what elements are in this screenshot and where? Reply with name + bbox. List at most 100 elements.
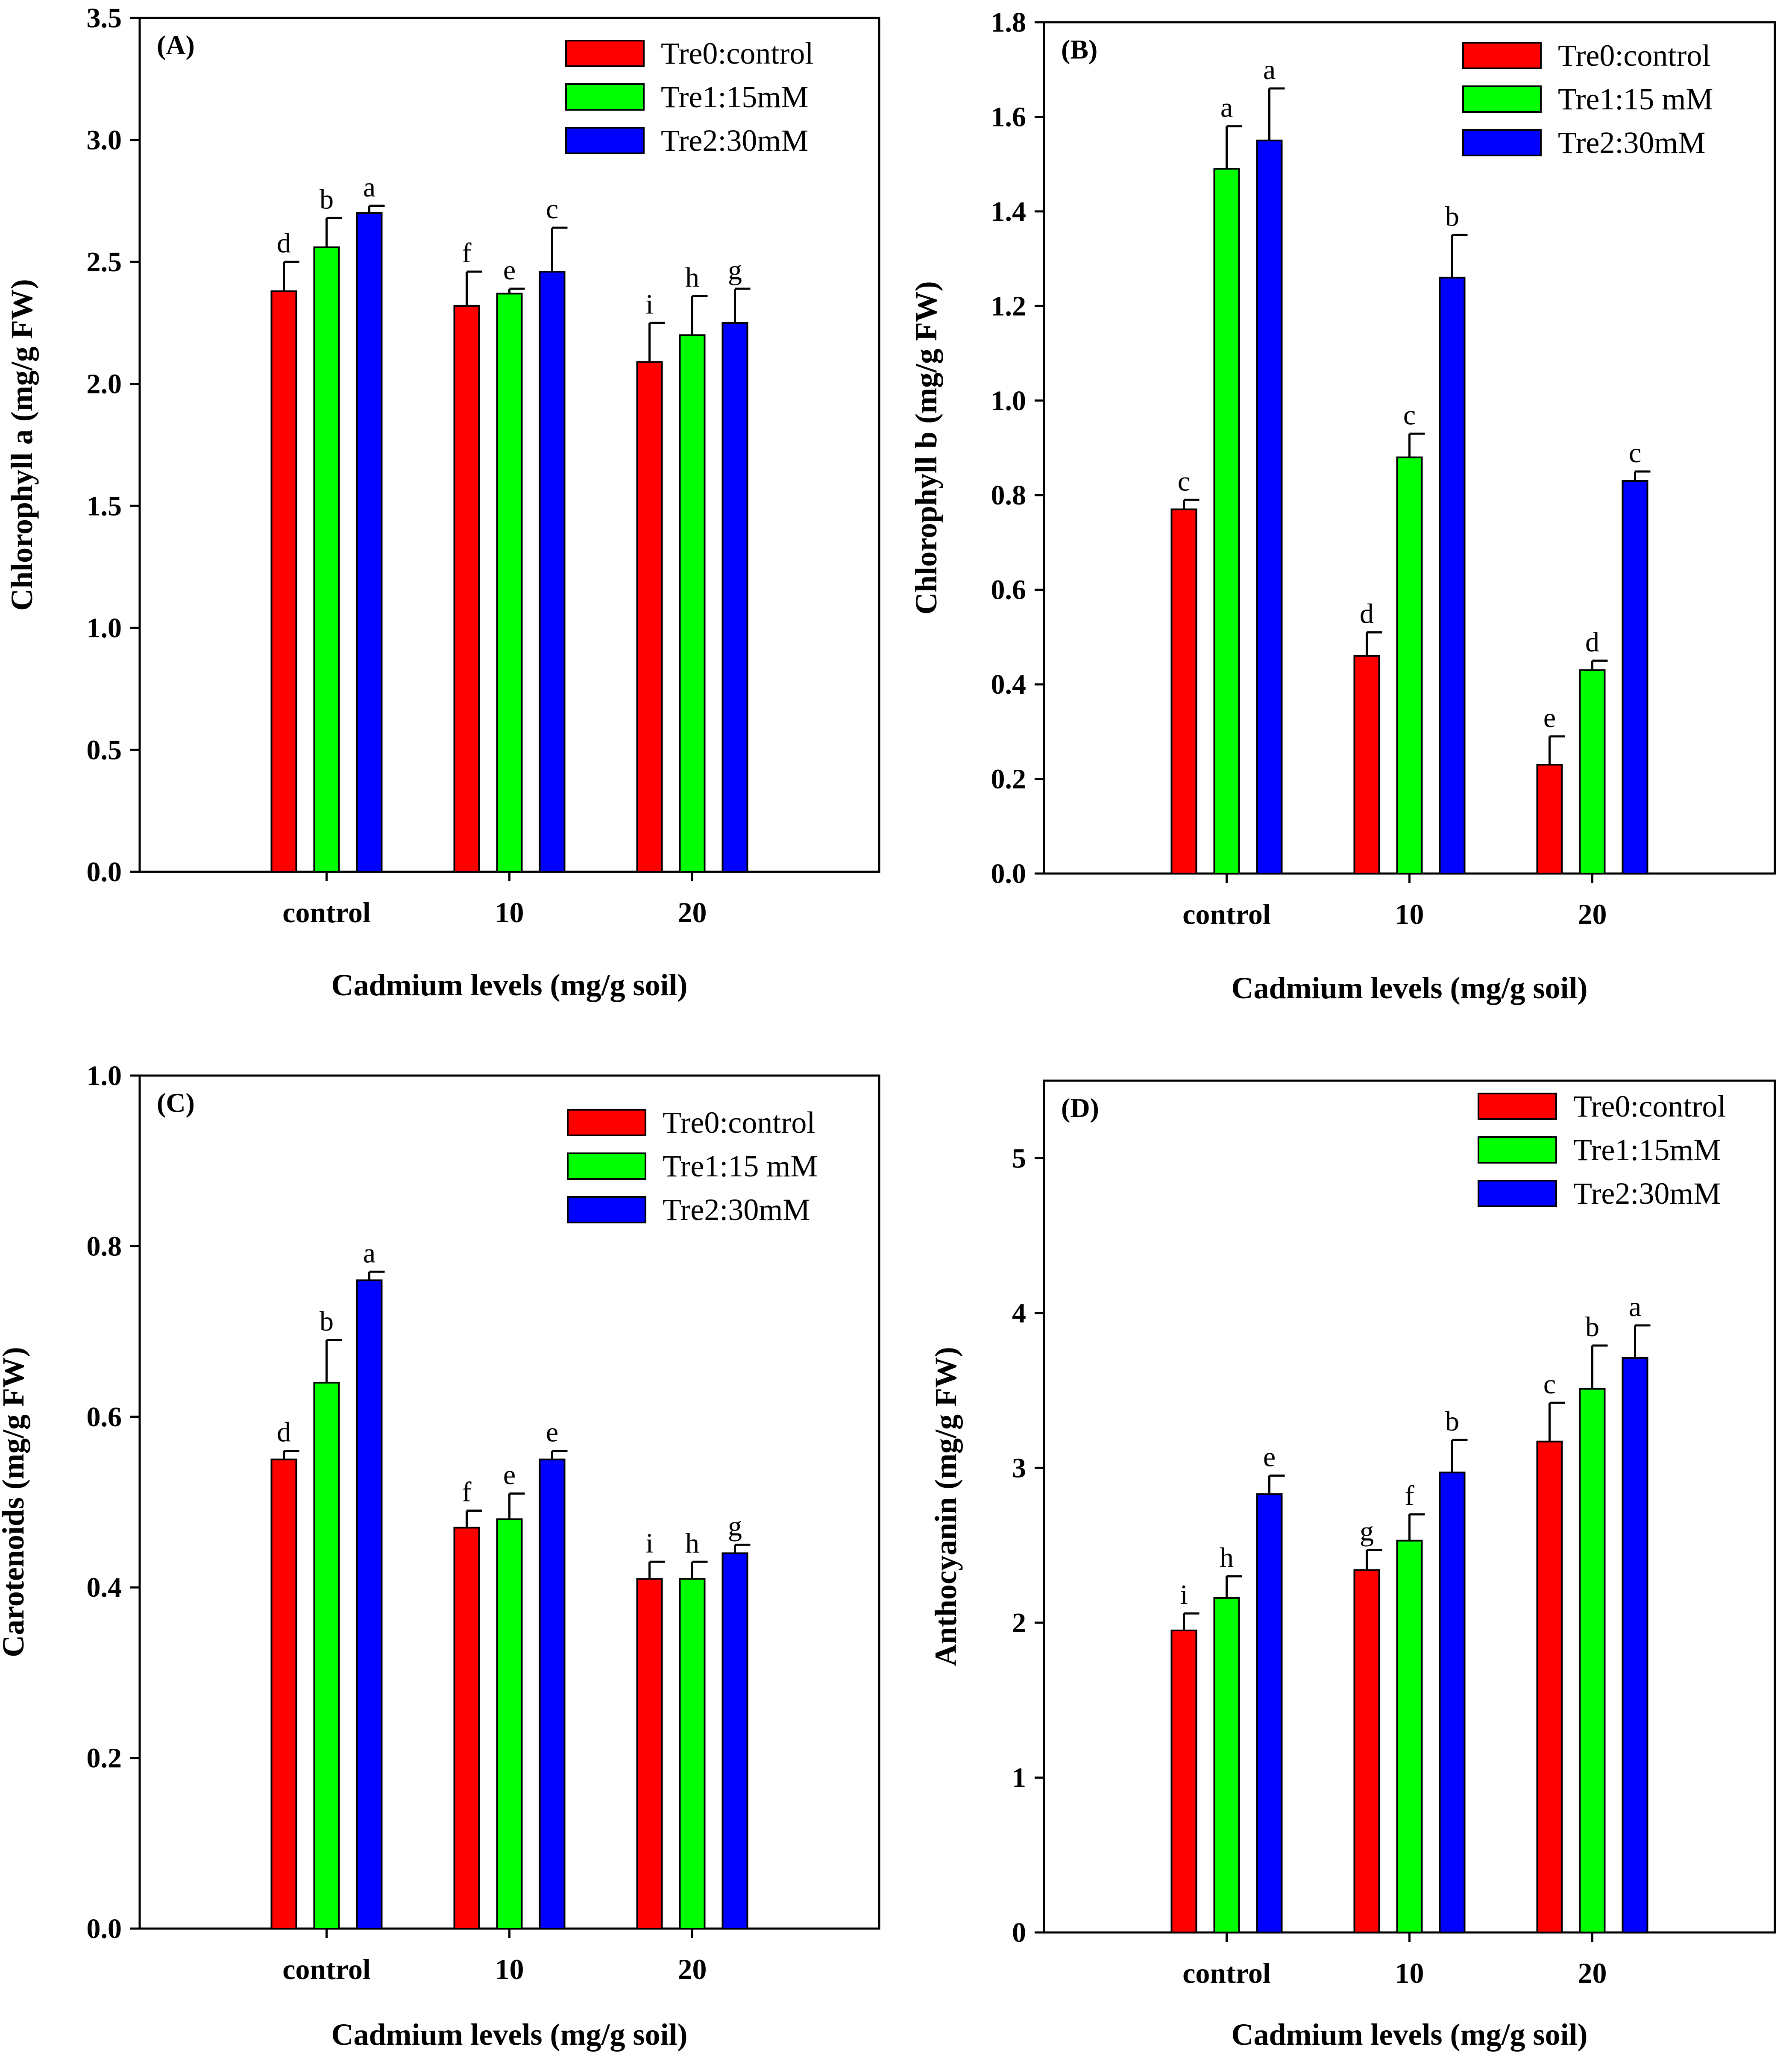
bar — [1439, 276, 1466, 874]
bar — [1579, 669, 1606, 874]
significance-letter: g — [1360, 1516, 1374, 1547]
legend-label: Tre2:30mM — [1558, 126, 1705, 160]
x-category-label: 20 — [1578, 1957, 1607, 1989]
x-axis-title: Cadmium levels (mg/g soil) — [331, 2017, 688, 2052]
bar — [539, 1458, 566, 1929]
x-axis-title: Cadmium levels (mg/g soil) — [1232, 971, 1588, 1005]
panel-label: (A) — [157, 30, 195, 60]
legend-swatch — [1462, 42, 1542, 69]
x-axis-title: Cadmium levels (mg/g soil) — [331, 968, 688, 1002]
y-tick-label: 1 — [1012, 1762, 1026, 1793]
x-category-label: control — [1182, 1957, 1271, 1989]
significance-letter: g — [728, 1510, 742, 1542]
y-tick-label: 0.0 — [87, 1913, 122, 1944]
legend-swatch — [1478, 1136, 1557, 1164]
bar — [1353, 655, 1380, 874]
bar — [270, 290, 297, 873]
bar — [453, 1527, 480, 1929]
y-tick-label: 4 — [1012, 1298, 1026, 1329]
bar — [721, 1552, 748, 1930]
bar — [1213, 1597, 1240, 1934]
bar — [496, 1518, 523, 1929]
bar — [679, 1578, 706, 1929]
significance-letter: e — [546, 1417, 558, 1448]
significance-letter: c — [546, 194, 558, 225]
significance-letter: a — [1629, 1291, 1641, 1322]
significance-letter: b — [1445, 201, 1459, 232]
legend-label: Tre1:15mM — [1573, 1133, 1721, 1167]
legend-label: Tre0:control — [663, 1105, 815, 1140]
significance-letter: i — [1180, 1579, 1188, 1610]
bar — [1213, 168, 1240, 874]
y-tick-label: 2.5 — [87, 246, 122, 278]
bar — [313, 1381, 340, 1929]
bar — [721, 322, 748, 873]
y-tick-label: 1.0 — [87, 1060, 122, 1091]
significance-letter: a — [363, 172, 375, 203]
bar — [1353, 1569, 1380, 1933]
legend-swatch — [1478, 1093, 1557, 1120]
x-category-label: control — [282, 896, 371, 929]
panel-label: (D) — [1061, 1093, 1099, 1123]
bar — [1256, 139, 1283, 874]
legend-swatch — [1462, 85, 1542, 113]
legend-label: Tre1:15mM — [661, 80, 808, 114]
y-tick-label: 5 — [1012, 1143, 1026, 1174]
bar — [496, 293, 523, 873]
bar — [1622, 1357, 1648, 1933]
y-tick-label: 0.0 — [87, 856, 122, 888]
bar — [313, 246, 340, 873]
y-tick-label: 3 — [1012, 1452, 1026, 1484]
significance-letter: d — [1360, 598, 1374, 629]
x-category-label: 10 — [495, 896, 524, 929]
bar — [1536, 1440, 1563, 1933]
significance-letter: d — [277, 1417, 291, 1448]
legend-swatch — [1462, 129, 1542, 156]
significance-letter: g — [728, 255, 742, 286]
y-tick-label: 0.4 — [991, 669, 1027, 700]
legend-label: Tre1:15 mM — [1558, 82, 1713, 116]
x-category-label: 20 — [678, 1953, 707, 1985]
bar — [1439, 1472, 1466, 1933]
y-tick-label: 0.2 — [991, 764, 1027, 795]
y-tick-label: 1.0 — [991, 385, 1027, 416]
bar — [270, 1458, 297, 1929]
bar — [1256, 1493, 1283, 1933]
significance-letter: a — [363, 1237, 375, 1269]
bar — [1396, 1539, 1423, 1933]
y-tick-label: 1.5 — [87, 490, 122, 522]
legend-label: Tre2:30mM — [1573, 1176, 1721, 1211]
significance-letter: i — [645, 1528, 653, 1559]
y-axis-title: Chlorophyll a (mg/g FW) — [5, 279, 39, 611]
legend-label: Tre2:30mM — [661, 123, 808, 158]
y-tick-label: 0.4 — [87, 1572, 122, 1603]
legend-label: Tre2:30mM — [663, 1193, 810, 1227]
bar — [453, 305, 480, 873]
y-tick-label: 1.6 — [991, 101, 1027, 132]
bar — [636, 361, 663, 873]
x-category-label: 10 — [1395, 898, 1424, 930]
significance-letter: e — [1263, 1441, 1276, 1472]
significance-letter: b — [1585, 1311, 1599, 1343]
y-tick-label: 0.6 — [87, 1401, 122, 1433]
y-tick-label: 1.0 — [87, 613, 122, 644]
significance-letter: a — [1263, 54, 1276, 85]
panel-d: 0 1 2 3 4 5 (D) Anthocyanin (mg/g FW) Cadmium le… — [929, 1079, 1776, 2052]
panel-label: (C) — [157, 1088, 195, 1118]
bar — [356, 1279, 383, 1929]
y-axis-title: Chlorophyll b (mg/g FW) — [909, 281, 943, 615]
significance-letter: h — [685, 262, 699, 293]
bar — [1170, 1630, 1197, 1933]
bar — [1579, 1388, 1606, 1934]
significance-letter: b — [320, 1306, 334, 1337]
bar — [1622, 480, 1648, 875]
significance-letter: e — [1543, 702, 1556, 733]
legend-label: Tre0:control — [1558, 38, 1710, 73]
y-tick-label: 1.2 — [991, 290, 1027, 322]
bar — [679, 334, 706, 873]
y-tick-label: 2 — [1012, 1607, 1026, 1639]
panel-c: 0.0 0.2 0.4 0.6 0.8 1.0 (C) Carotenoids (mg/g F… — [0, 1060, 880, 2052]
y-axis-title: Anthocyanin (mg/g FW) — [929, 1347, 963, 1666]
